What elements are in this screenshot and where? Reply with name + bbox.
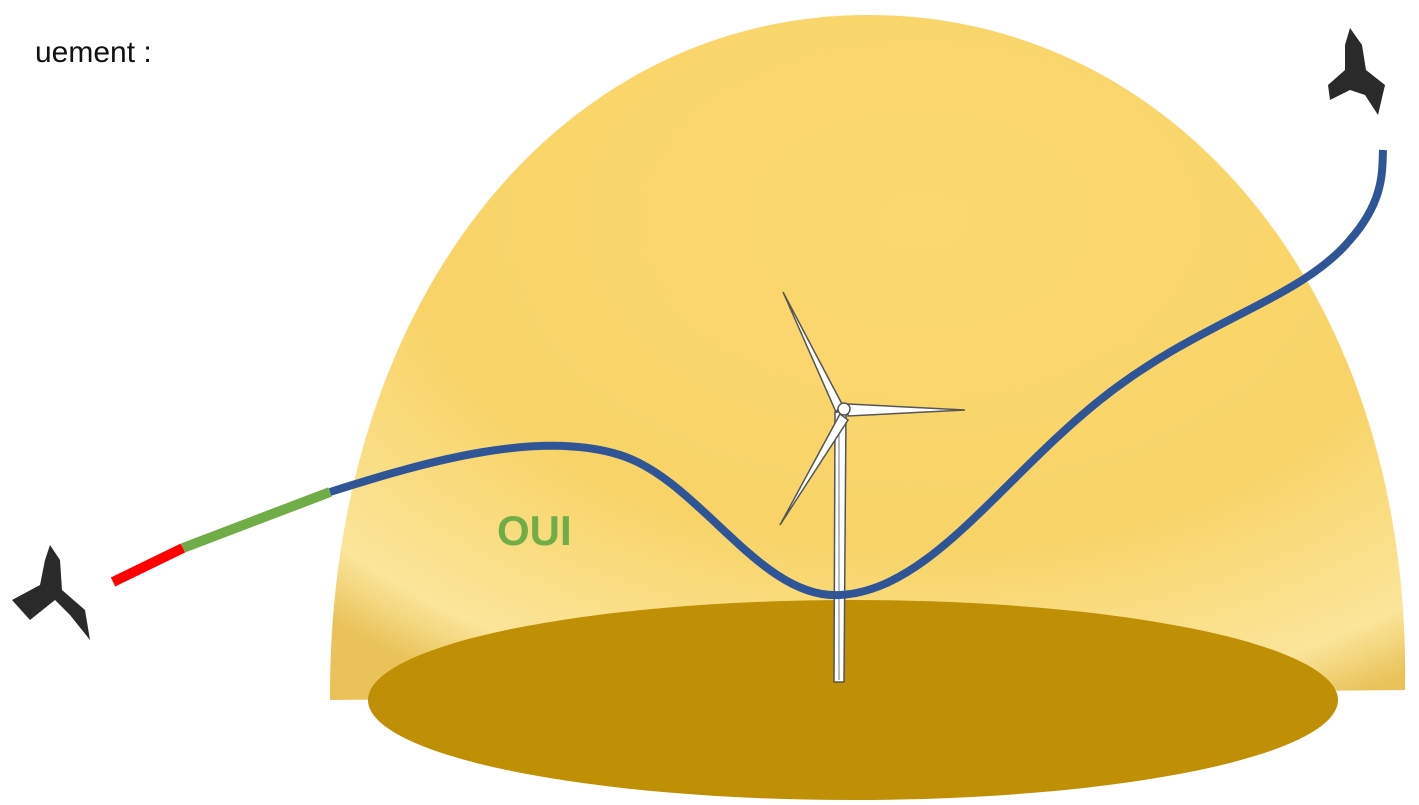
dome-base <box>368 600 1338 800</box>
label: OUI <box>497 507 572 554</box>
flight-path <box>328 149 1387 600</box>
path-red <box>110 543 186 587</box>
bird-right <box>1328 28 1385 115</box>
dome <box>329 15 1406 700</box>
wind-turbine <box>779 291 966 683</box>
path-green <box>181 487 332 553</box>
caption: uement : <box>35 36 152 69</box>
bird-left <box>12 545 90 640</box>
